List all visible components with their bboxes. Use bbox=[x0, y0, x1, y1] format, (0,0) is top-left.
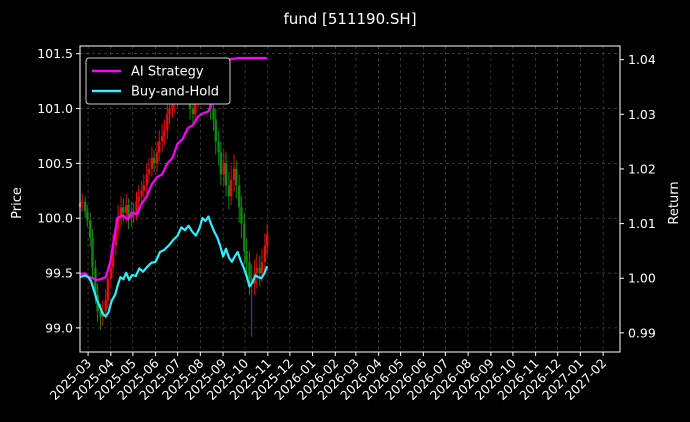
legend-ai-label: AI Strategy bbox=[131, 65, 204, 80]
candle-body bbox=[260, 262, 264, 274]
candle-body bbox=[127, 205, 130, 219]
candle-body bbox=[217, 141, 220, 153]
candle-body bbox=[168, 108, 171, 114]
y-right-tick-label: 1.03 bbox=[628, 107, 656, 122]
candle-body bbox=[171, 103, 174, 109]
candle-body bbox=[248, 262, 251, 279]
candle-body bbox=[263, 245, 267, 263]
candle-body bbox=[212, 108, 215, 120]
candle-body bbox=[214, 119, 217, 142]
candle-body bbox=[227, 185, 231, 197]
candle-body bbox=[145, 174, 148, 186]
y-left-tick-label: 101.5 bbox=[37, 46, 73, 61]
candle-body bbox=[116, 218, 120, 230]
y-left-tick-label: 99.5 bbox=[45, 266, 73, 281]
candle-body bbox=[245, 251, 248, 263]
candle-body bbox=[155, 152, 159, 164]
candle-body bbox=[219, 152, 223, 175]
candle-body bbox=[243, 223, 246, 252]
candle-body bbox=[104, 300, 107, 312]
candle-body bbox=[137, 196, 140, 202]
y-right-tick-label: 1.00 bbox=[628, 271, 656, 286]
candle-body bbox=[255, 267, 259, 274]
legend: AI Strategy Buy-and-Hold bbox=[85, 57, 231, 105]
legend-bh-label: Buy-and-Hold bbox=[131, 85, 219, 100]
y-axis-left-label: Price bbox=[10, 187, 25, 219]
candle-body bbox=[158, 141, 161, 153]
candle-body bbox=[99, 311, 102, 317]
y-axis-right-label: Return bbox=[667, 181, 682, 224]
candle-body bbox=[147, 168, 151, 175]
candle-body bbox=[235, 168, 238, 186]
candle-body bbox=[232, 168, 236, 180]
candle-body bbox=[142, 185, 146, 191]
candle-body bbox=[91, 237, 94, 268]
candle-body bbox=[258, 267, 261, 274]
candle-body bbox=[94, 267, 97, 295]
candle-body bbox=[125, 205, 128, 213]
candle-body bbox=[163, 130, 166, 136]
candle-body bbox=[111, 245, 115, 268]
candle-body bbox=[224, 163, 228, 186]
y-left-tick-label: 99.0 bbox=[45, 320, 73, 335]
candle-body bbox=[119, 207, 123, 219]
candle-body bbox=[114, 229, 118, 246]
y-axis-left-ticks: 99.0 99.5 100.0 100.5 101.0 101.5 bbox=[37, 46, 80, 335]
candle-body bbox=[166, 114, 169, 131]
candle-body bbox=[152, 157, 156, 164]
candle-body bbox=[265, 234, 269, 246]
candle-body bbox=[122, 207, 125, 213]
series-line-buy-and-hold bbox=[79, 215, 269, 318]
y-right-tick-label: 0.99 bbox=[628, 325, 656, 340]
y-left-tick-label: 101.0 bbox=[37, 101, 73, 116]
candle-body bbox=[160, 135, 164, 142]
y-axis-right-ticks: 0.99 1.00 1.01 1.02 1.03 1.04 bbox=[620, 52, 656, 340]
candle-body bbox=[135, 201, 138, 213]
y-left-tick-label: 100.5 bbox=[37, 156, 73, 171]
candle-body bbox=[238, 185, 241, 208]
candle-body bbox=[109, 267, 113, 279]
candle-body bbox=[229, 179, 233, 197]
candle-body bbox=[222, 163, 226, 175]
y-right-tick-label: 1.02 bbox=[628, 161, 656, 176]
candle-body bbox=[140, 190, 143, 197]
candle-body bbox=[106, 278, 110, 301]
candle-body bbox=[83, 201, 87, 212]
candle-body bbox=[193, 97, 197, 114]
plot-frame bbox=[79, 45, 621, 353]
candle-body bbox=[86, 211, 89, 221]
candle-body bbox=[240, 207, 243, 224]
y-right-tick-label: 1.01 bbox=[628, 216, 656, 231]
candle-body bbox=[191, 108, 195, 114]
legend-box bbox=[85, 57, 231, 105]
candle-body bbox=[250, 278, 253, 284]
y-right-tick-label: 1.04 bbox=[628, 52, 656, 67]
chart-title: fund [511190.SH] bbox=[283, 10, 416, 28]
candle-body bbox=[81, 201, 84, 203]
candle-body bbox=[150, 157, 154, 169]
y-left-tick-label: 100.0 bbox=[37, 211, 73, 226]
candle-body bbox=[89, 220, 92, 238]
